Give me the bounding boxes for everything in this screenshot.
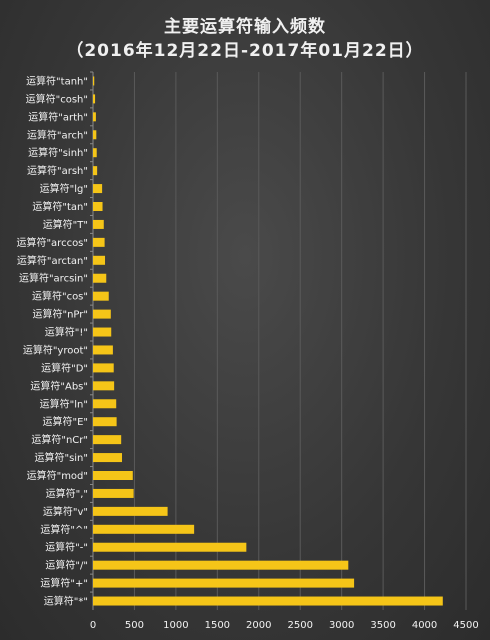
category-label: 运算符"arcsin": [19, 272, 88, 285]
bar: [93, 309, 111, 319]
chart-title: 主要运算符输入频数: [164, 17, 326, 37]
bar: [93, 506, 168, 516]
category-label: 运算符"v": [43, 505, 88, 518]
category-label: 运算符"Abs": [30, 379, 88, 392]
category-label: 运算符"arctan": [17, 254, 88, 267]
category-label: 运算符"tan": [32, 200, 88, 213]
x-tick-label: 3000: [329, 620, 354, 631]
category-label: 运算符"nPr": [32, 308, 88, 321]
category-label: 运算符"*": [44, 595, 88, 608]
x-tick-label: 3500: [370, 620, 395, 631]
bar: [93, 435, 122, 445]
category-label: 运算符"sin": [34, 451, 88, 464]
bar: [93, 453, 123, 463]
category-label: 运算符"mod": [27, 469, 88, 482]
bar: [93, 596, 443, 606]
x-tick-label: 1000: [163, 620, 188, 631]
category-label: 运算符"arccos": [16, 236, 88, 249]
bar: [93, 148, 97, 158]
x-tick-label: 2500: [287, 620, 312, 631]
bar: [93, 166, 98, 176]
category-label: 运算符"lg": [40, 182, 88, 195]
category-label: 运算符"arsh": [27, 164, 88, 177]
category-label: 运算符"D": [41, 361, 88, 374]
bar: [93, 381, 115, 391]
category-label: 运算符"cosh": [26, 92, 88, 105]
category-label: 运算符"cos": [32, 290, 88, 303]
bar: [93, 345, 113, 355]
category-label: 运算符"tanh": [26, 74, 88, 87]
category-label: 运算符"-": [45, 541, 88, 554]
bar: [93, 327, 112, 337]
bar: [93, 237, 105, 247]
bar: [93, 184, 103, 194]
bar: [93, 560, 349, 570]
bar: [93, 399, 117, 409]
category-label: 运算符"sinh": [28, 146, 88, 159]
bar: [93, 578, 355, 588]
x-tick-label: 0: [90, 620, 96, 631]
chart-subtitle: （2016年12月22日-2017年01月22日）: [66, 41, 424, 61]
category-label: 运算符"nCr": [31, 433, 88, 446]
bar: [93, 524, 195, 534]
bar: [93, 363, 114, 373]
category-label: 运算符"ln": [40, 397, 88, 410]
bar: [93, 219, 104, 229]
bar: [93, 255, 106, 265]
category-label: 运算符"!": [45, 326, 88, 339]
bar: [93, 417, 117, 427]
category-label: 运算符"/": [45, 559, 88, 572]
bar: [93, 273, 107, 283]
category-label: 运算符"E": [42, 415, 88, 428]
category-label: 运算符"arth": [28, 110, 88, 123]
category-label: 运算符",": [46, 487, 88, 500]
bar: [93, 94, 96, 104]
category-label: 运算符"T": [43, 218, 88, 231]
bar: [93, 112, 96, 122]
x-tick-label: 2000: [246, 620, 271, 631]
category-label: 运算符"arch": [27, 128, 88, 141]
x-tick-label: 1500: [205, 620, 230, 631]
category-label: 运算符"yroot": [23, 343, 88, 356]
category-label: 运算符"+": [40, 577, 88, 590]
bar: [93, 202, 103, 211]
category-label: 运算符"^": [40, 523, 88, 536]
bar: [93, 130, 97, 140]
x-tick-label: 4500: [453, 620, 478, 631]
bar: [93, 488, 134, 498]
bar: [93, 76, 95, 86]
bar: [93, 471, 133, 480]
x-tick-label: 500: [125, 620, 144, 631]
bar: [93, 542, 247, 552]
bar: [93, 291, 109, 301]
x-tick-label: 4000: [412, 620, 437, 631]
